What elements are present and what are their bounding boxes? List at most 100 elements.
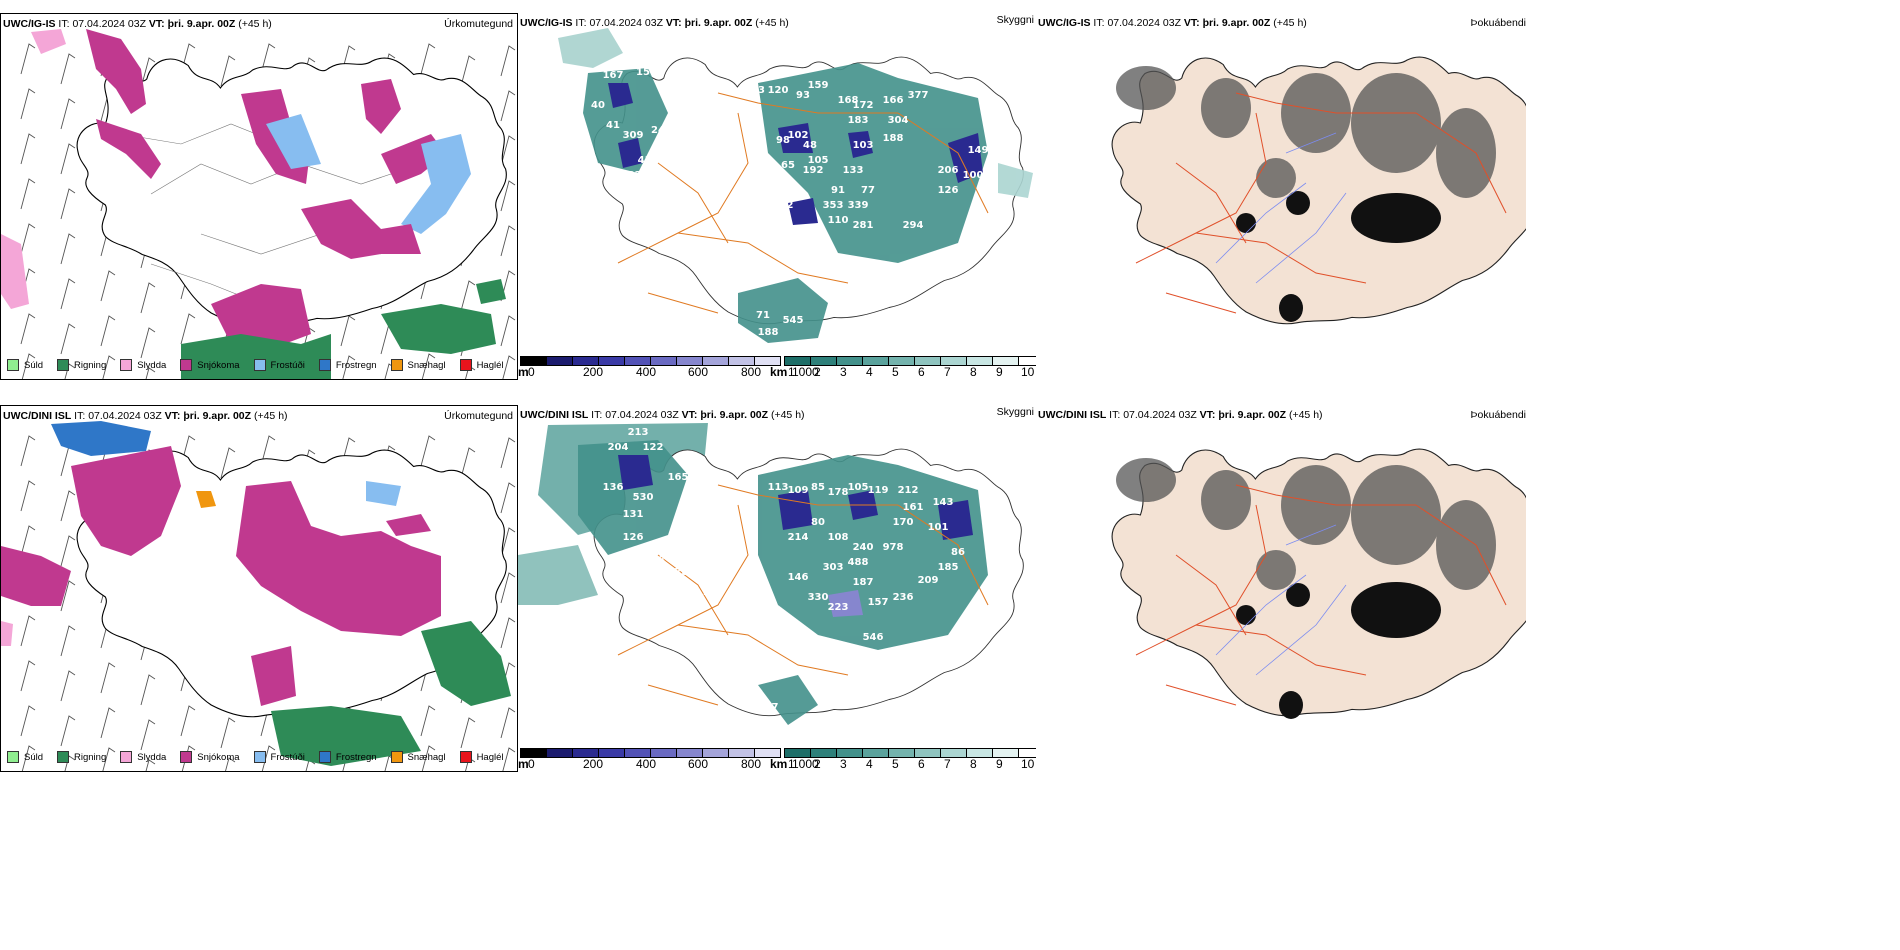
- visibility-value-label: 122: [773, 200, 794, 211]
- visibility-value-label: 187: [853, 577, 874, 588]
- valid-time: þri. 9.apr. 00Z: [167, 18, 236, 30]
- visibility-value-label: 188: [758, 327, 779, 338]
- visibility-colorbar: [784, 356, 1038, 366]
- roads: [1135, 484, 1507, 706]
- precip-areas: [1, 29, 506, 379]
- colorbar-segment: [547, 749, 573, 757]
- fog-panel-bottom: UWC/DINI ISL IT: 07.04.2024 03Z VT: þri.…: [1036, 405, 1526, 772]
- visibility-value-label: 126: [623, 532, 644, 543]
- roads: [617, 484, 989, 706]
- visibility-value-label: 93: [796, 90, 810, 101]
- visibility-value-label: 68: [651, 555, 665, 566]
- visibility-value-label: 108: [828, 532, 849, 543]
- legend-swatch: [253, 359, 266, 371]
- visibility-value-label: 206: [938, 165, 959, 176]
- precip-type-title: Úrkomutegund: [444, 18, 513, 30]
- colorbar-segment: [889, 749, 915, 757]
- visibility-value-label: 159: [808, 80, 829, 91]
- visibility-value-label: 41: [606, 120, 620, 131]
- fog-panel-top: UWC/IG-IS IT: 07.04.2024 03Z VT: þri. 9.…: [1036, 13, 1526, 380]
- colorbar-segment: [785, 749, 811, 757]
- precip-panel-bottom: UWC/DINI ISL IT: 07.04.2024 03Z VT: þri.…: [0, 405, 518, 772]
- visibility-value-label: 77: [726, 210, 740, 221]
- lead-time: (+45 h): [238, 18, 272, 30]
- colorbar-segment: [703, 749, 729, 757]
- legend-swatch: [7, 359, 19, 371]
- colorbar-segment: [729, 749, 755, 757]
- visibility-value-label: 166: [883, 95, 904, 106]
- colorbar-segment: [729, 357, 755, 365]
- visibility-value-label: 339: [628, 170, 649, 181]
- visibility-value-label: 131: [623, 509, 644, 520]
- visibility-value-label: 100: [963, 170, 984, 181]
- visibility-value-label: 91: [831, 185, 845, 196]
- visibility-value-label: 157: [868, 597, 889, 608]
- colorbar-segment: [837, 749, 863, 757]
- visibility-value-label: 155: [848, 652, 869, 663]
- colorbar-segment: [967, 749, 993, 757]
- visibility-value-label: 105: [848, 482, 869, 493]
- visibility-value-label: 136: [603, 482, 624, 493]
- colorbar-segment: [863, 749, 889, 757]
- colorbar-segment: [599, 749, 625, 757]
- legend-swatch: [120, 359, 133, 371]
- precip-legend: Súld Rigning Slydda Snjókoma Frostúði Fr…: [7, 751, 517, 763]
- visibility-value-label: 978: [883, 542, 904, 553]
- visibility-value-label: 110: [828, 215, 849, 226]
- visibility-value-label: 530: [633, 492, 654, 503]
- roads: [617, 92, 989, 314]
- visibility-value-label: 104: [658, 200, 679, 211]
- visibility-value-label: 353: [823, 200, 844, 211]
- visibility-colorbar: [784, 748, 1038, 758]
- panel-header: UWC/DINI ISL IT: 07.04.2024 03Z VT: þri.…: [520, 409, 805, 421]
- visibility-value-label: 24: [651, 125, 665, 136]
- colorbar-segment: [651, 357, 677, 365]
- colorbar-segment: [941, 357, 967, 365]
- precip-type-map: [1, 29, 516, 379]
- colorbar-segment: [703, 357, 729, 365]
- visibility-value-label: 101: [928, 522, 949, 533]
- colorbar-segment: [993, 357, 1019, 365]
- visibility-value-label: 126: [938, 185, 959, 196]
- panel-header: UWC/IG-IS IT: 07.04.2024 03Z VT: þri. 9.…: [520, 17, 789, 29]
- visibility-value-label: 109: [788, 485, 809, 496]
- precip-areas: [1, 421, 511, 766]
- vt-label: VT:: [148, 18, 165, 30]
- visibility-value-label: 294: [903, 220, 924, 231]
- visibility-value-label: 15: [636, 67, 650, 78]
- visibility-value-label: 65: [781, 160, 795, 171]
- cloud-panel-top: UWC/IG-IS IT: 07.04.2024 03Z VT: þri. 9.…: [518, 13, 1038, 380]
- colorbar-segment: [521, 357, 547, 365]
- colorbar-segment: [677, 749, 703, 757]
- model-name: UWC/IG-IS: [3, 18, 56, 30]
- legend-item: Frostúði: [253, 359, 305, 371]
- visibility-value-label: 188: [883, 133, 904, 144]
- visibility-value-label: 172: [853, 100, 874, 111]
- colorbar-segment: [651, 749, 677, 757]
- visibility-value-label: 40: [591, 100, 605, 111]
- colorbar-segment: [547, 357, 573, 365]
- visibility-value-label: 377: [908, 90, 929, 101]
- visibility-value-label: 98: [776, 135, 790, 146]
- visibility-value-label: 119: [868, 485, 889, 496]
- visibility-value-label: 105: [808, 155, 829, 166]
- visibility-value-label: 167: [603, 70, 624, 81]
- visibility-value-label: 80: [811, 517, 825, 528]
- visibility-value-label: 240: [853, 542, 874, 553]
- legend-item: Snæhagl: [390, 359, 446, 371]
- legend-item: Súld: [7, 359, 43, 371]
- visibility-value-label: 209: [918, 575, 939, 586]
- colorbar-segment: [625, 357, 651, 365]
- visibility-value-label: 71: [756, 310, 770, 321]
- visibility-value-label: 161: [903, 502, 924, 513]
- legend-swatch: [318, 359, 331, 371]
- visibility-value-label: 78: [711, 572, 725, 583]
- colorbar-segment: [863, 357, 889, 365]
- colorbar-segment: [755, 357, 780, 365]
- legend-swatch: [390, 359, 403, 371]
- visibility-value-label: 103: [853, 140, 874, 151]
- visibility-value-label: 330: [808, 592, 829, 603]
- visibility-value-label: 339: [848, 200, 869, 211]
- visibility-value-label: 146: [788, 572, 809, 583]
- legend-item: Slydda: [120, 359, 166, 371]
